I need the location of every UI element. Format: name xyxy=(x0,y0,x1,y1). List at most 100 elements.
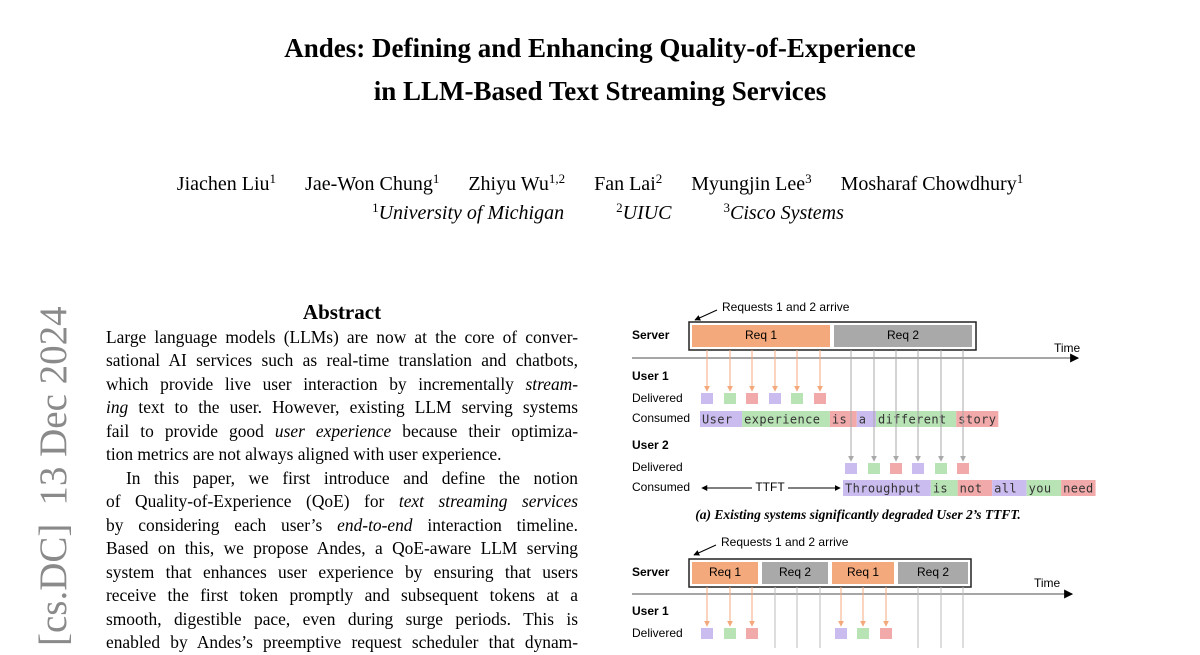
text: by considering each user’s xyxy=(106,514,338,535)
author-name: Fan Lai xyxy=(594,173,656,195)
delivered-token xyxy=(791,393,803,404)
emphasis: text streaming services xyxy=(398,491,578,512)
server-label: Server xyxy=(632,565,670,579)
consumed-word-text: experience xyxy=(744,413,820,427)
emphasis: stream- xyxy=(525,373,579,394)
text-line: smooth, digestible pace, even during sur… xyxy=(106,608,578,631)
delivered-token xyxy=(724,393,736,404)
affiliation-name: University of Michigan xyxy=(378,202,565,224)
delivered-token xyxy=(957,463,969,474)
consumed-word xyxy=(992,480,1027,496)
consumed-word-text: need xyxy=(1063,482,1094,496)
arrive-arrow xyxy=(693,544,717,556)
author-name: Zhiyu Wu xyxy=(468,173,549,195)
consumed-word xyxy=(843,480,931,496)
delivered-token xyxy=(880,628,892,639)
consumed-word-text: not xyxy=(960,482,983,496)
delivered-token xyxy=(746,393,758,404)
affiliation-name: UIUC xyxy=(622,202,672,224)
affiliations: 1University of Michigan 2UIUC 3Cisco Syste… xyxy=(0,200,1200,225)
arxiv-stamp: [cs.DC] 13 Dec 2024 xyxy=(32,306,75,646)
consumed-word-text: is xyxy=(832,413,847,427)
title-line: Andes: Defining and Enhancing Quality-of… xyxy=(284,33,916,63)
delivered-token xyxy=(769,393,781,404)
author-sup: 1 xyxy=(269,171,277,186)
text: tion metrics are not always aligned with… xyxy=(106,444,502,465)
affiliation-name: Cisco Systems xyxy=(730,202,844,224)
consumed-word-text: is xyxy=(933,482,948,496)
user-label: User 2 xyxy=(632,438,669,452)
text: smooth, digestible pace, even during sur… xyxy=(106,608,578,629)
arxiv-category: [cs.DC] xyxy=(32,524,75,646)
request-block xyxy=(834,325,972,347)
author-sup: 3 xyxy=(805,171,812,186)
consumed-word xyxy=(742,411,830,427)
text-line: tion metrics are not always aligned with… xyxy=(106,443,578,466)
request-block xyxy=(832,562,894,584)
text-line: by considering each user’s end-to-end in… xyxy=(106,514,578,537)
delivered-token xyxy=(701,393,713,404)
text-line: sational AI services such as real-time t… xyxy=(106,349,578,372)
text-line: fail to provide good user experience bec… xyxy=(106,420,578,443)
author-name: Jae-Won Chung xyxy=(305,173,433,195)
request-block xyxy=(692,562,758,584)
affiliation-sup: 3 xyxy=(723,200,731,215)
consumed-word xyxy=(829,411,857,427)
delivered-token xyxy=(935,463,947,474)
delivered-token xyxy=(701,628,713,639)
author: Jae-Won Chung1 xyxy=(305,171,440,196)
ttft-label: TTFT xyxy=(755,480,785,494)
affiliation: 3Cisco Systems xyxy=(723,200,844,225)
delivered-label: Delivered xyxy=(632,460,683,474)
user-label: User 1 xyxy=(632,604,669,618)
request-label: Req 2 xyxy=(917,565,949,579)
consumed-word xyxy=(957,480,993,496)
affiliation: 1University of Michigan xyxy=(372,201,565,225)
arrive-label: Requests 1 and 2 arrive xyxy=(721,535,849,549)
abstract-body: Large language models (LLMs) are now at … xyxy=(106,326,578,655)
consumed-label: Consumed xyxy=(632,411,690,425)
text: sational AI services such as real-time t… xyxy=(106,350,578,371)
text-line: receive the first token promptly and sub… xyxy=(106,584,578,607)
author: Myungjin Lee3 xyxy=(691,171,812,196)
arxiv-date: 13 Dec 2024 xyxy=(32,306,75,505)
consumed-word xyxy=(1061,480,1096,496)
text: text to the user. However, existing LLM … xyxy=(128,397,578,418)
request-label: Req 2 xyxy=(779,565,811,579)
author-name: Myungjin Lee xyxy=(691,173,806,195)
request-block xyxy=(898,562,968,584)
delivered-token xyxy=(845,463,857,474)
figure-caption: (a) Existing systems significantly degra… xyxy=(695,507,1021,522)
text: because their optimiza- xyxy=(391,420,578,441)
text-line: enabled by Andes’s preemptive request sc… xyxy=(106,631,578,654)
author-sup: 1 xyxy=(432,171,440,186)
text: enabled by Andes’s preemptive request sc… xyxy=(106,632,578,653)
delivered-token xyxy=(890,463,902,474)
delivered-token xyxy=(746,628,758,639)
abstract-heading: Abstract xyxy=(302,300,382,324)
request-label: Req 1 xyxy=(709,565,741,579)
authors: Jiachen Liu1 Jae-Won Chung1 Zhiyu Wu1,2 Fan… xyxy=(0,171,1200,196)
arrive-arrow xyxy=(694,309,718,321)
author-sup: 1,2 xyxy=(548,171,566,186)
consumed-word-text: Throughput xyxy=(845,482,921,496)
text: fail to provide good xyxy=(106,420,275,441)
delivered-token xyxy=(857,628,869,639)
text: Large language models (LLMs) are now at … xyxy=(106,327,578,347)
text: which provide live user interaction by i… xyxy=(106,373,526,394)
request-label: Req 1 xyxy=(847,565,879,579)
consumed-word-text: a xyxy=(859,413,867,427)
emphasis: end-to-end xyxy=(337,514,413,535)
consumed-label: Consumed xyxy=(632,480,690,494)
text-line: ing text to the user. However, existing … xyxy=(106,396,578,419)
consumed-word xyxy=(700,411,743,427)
consumed-word-text: different xyxy=(878,413,947,427)
request-block xyxy=(692,325,830,347)
text: receive the first token promptly and sub… xyxy=(106,585,578,606)
delivered-token xyxy=(724,628,736,639)
text-line: In this paper, we first introduce and de… xyxy=(106,467,578,490)
affiliation-sup: 2 xyxy=(616,200,623,215)
request-block xyxy=(762,562,828,584)
text: In this paper, we first introduce and de… xyxy=(126,467,578,488)
